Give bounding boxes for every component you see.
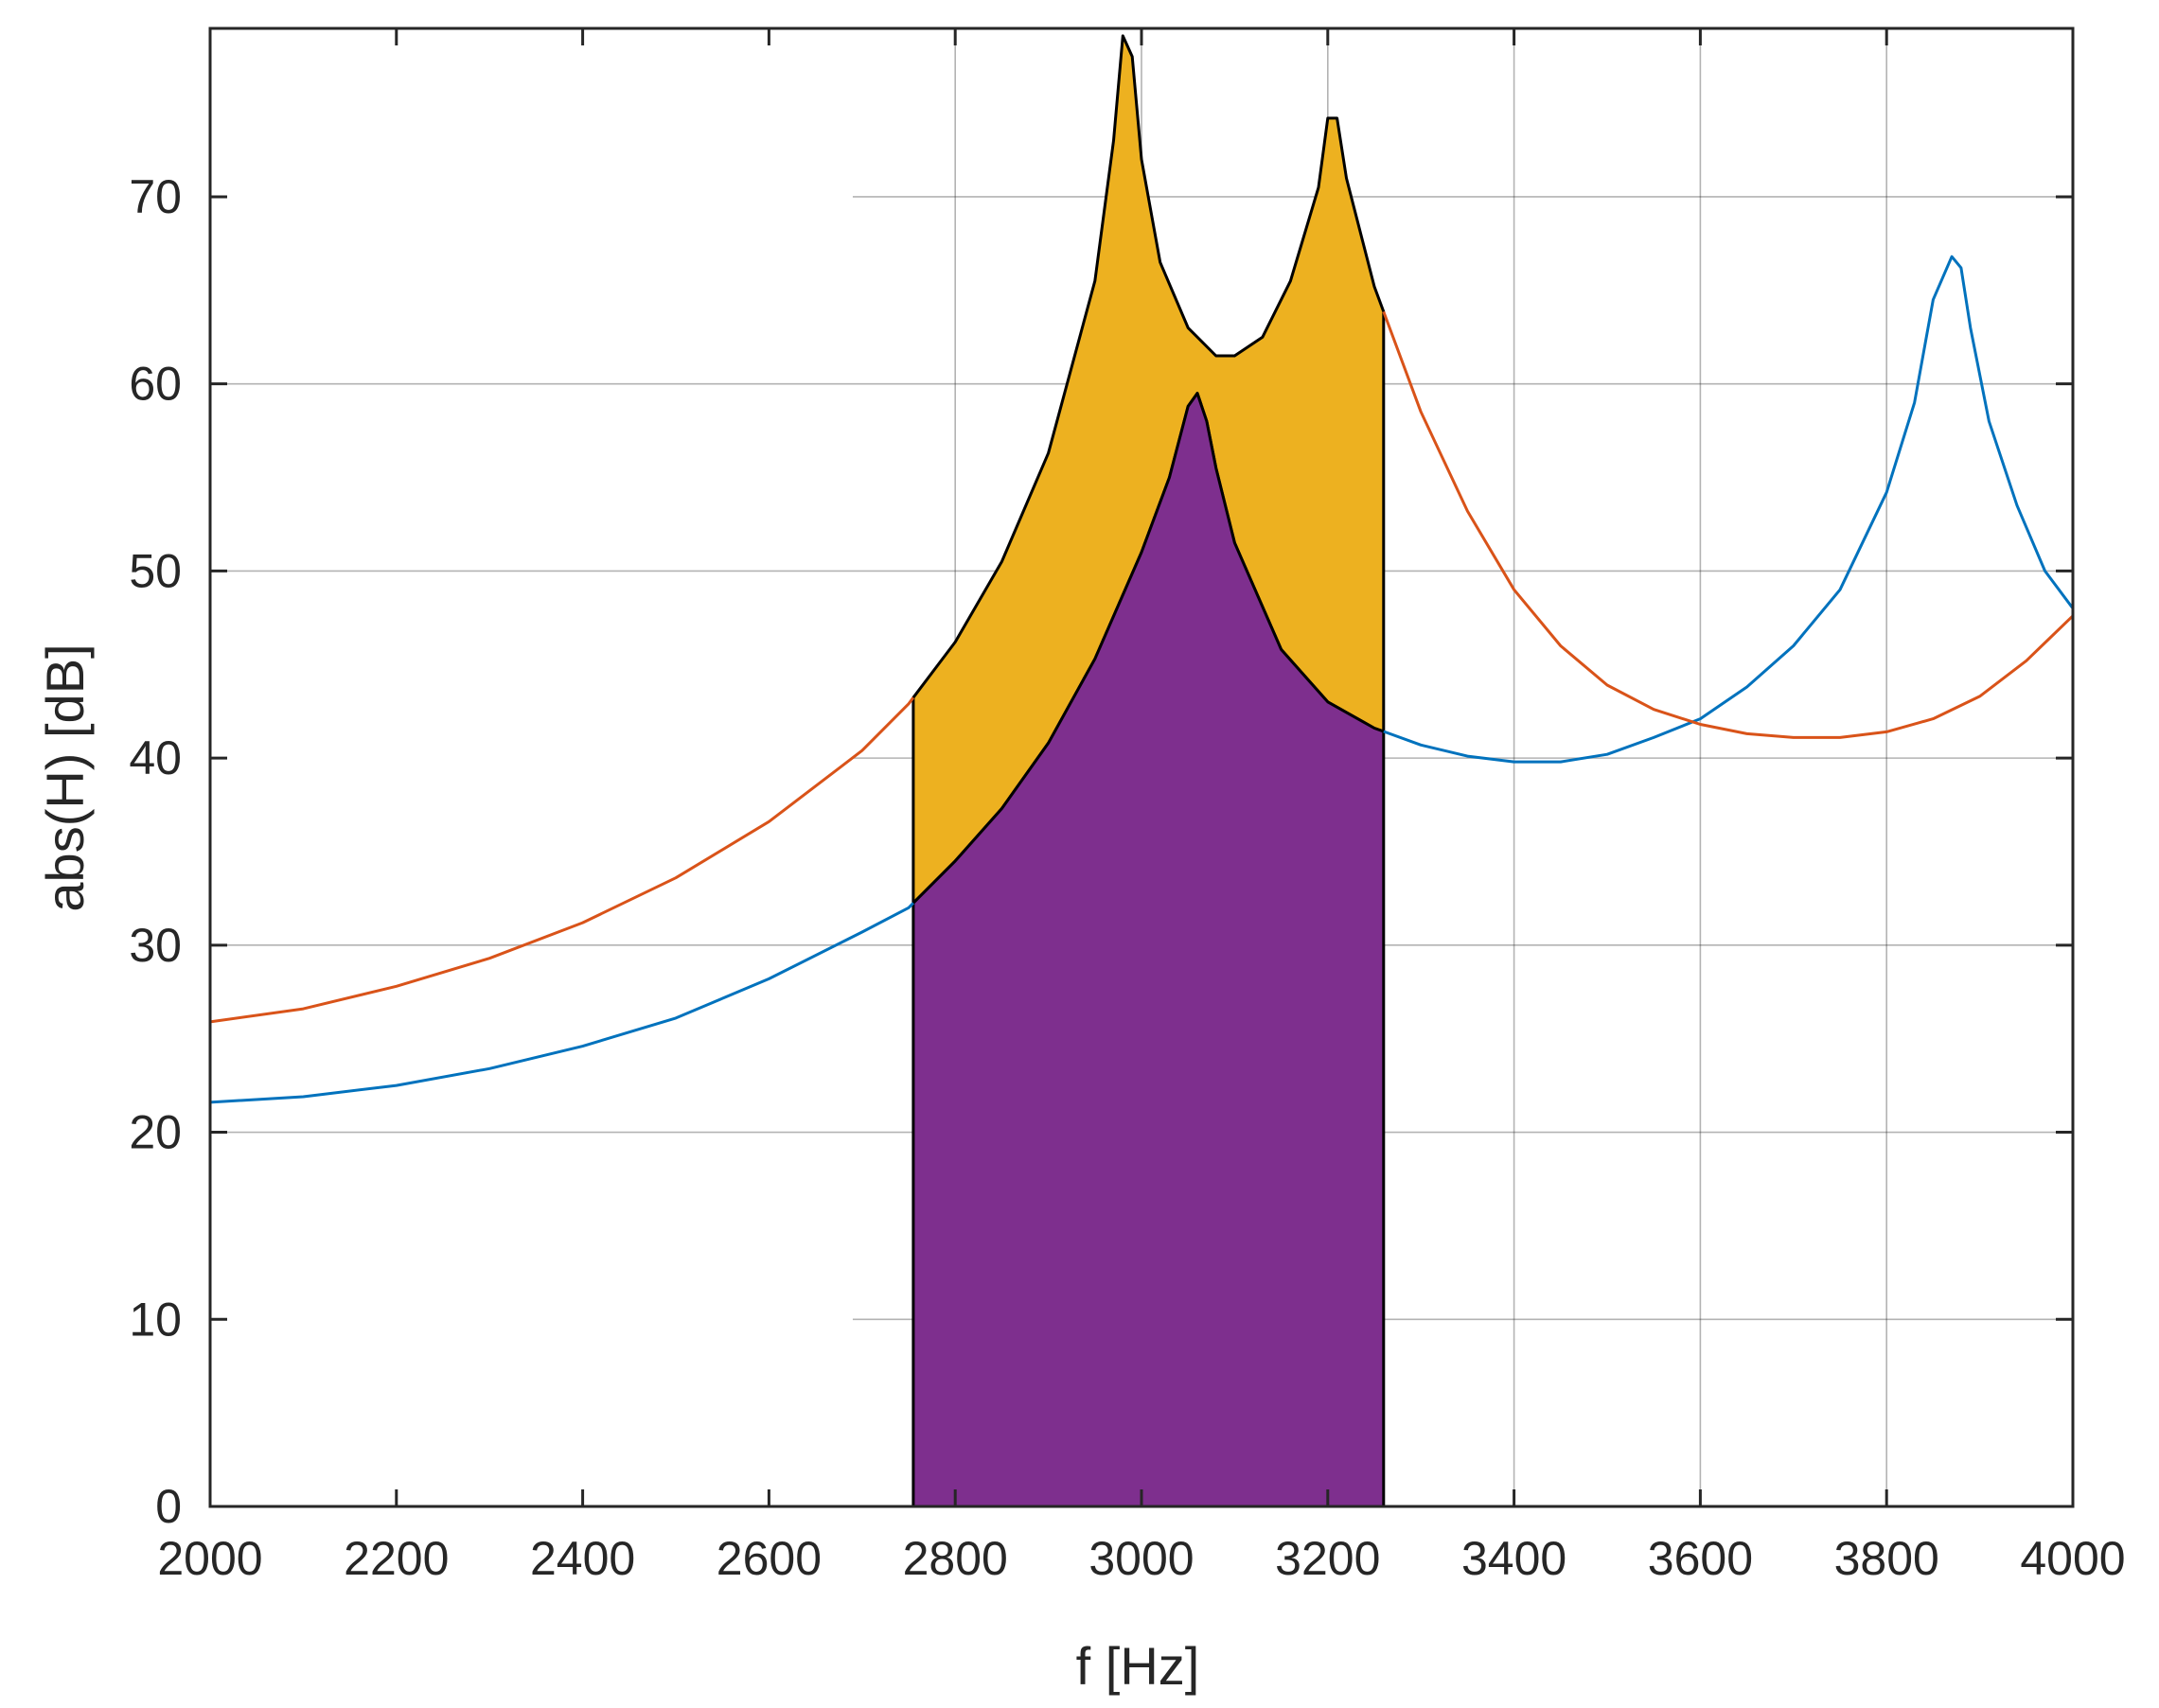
- y-tick-label: 50: [129, 544, 182, 597]
- x-tick-label: 3200: [1275, 1532, 1380, 1585]
- x-tick-label: 3400: [1461, 1532, 1566, 1585]
- x-tick-label: 2200: [344, 1532, 449, 1585]
- x-tick-label: 2600: [717, 1532, 822, 1585]
- shaded-regions: [911, 34, 1386, 1508]
- y-tick-label: 10: [129, 1293, 182, 1346]
- series-1-line-segment-1: [209, 902, 914, 1104]
- y-tick-label: 30: [129, 919, 182, 972]
- x-tick-label: 4000: [2020, 1532, 2125, 1585]
- y-tick-label: 70: [129, 170, 182, 223]
- x-tick-label: 2000: [157, 1532, 262, 1585]
- x-tick-label: 3000: [1088, 1532, 1194, 1585]
- series-2-line-segment-2: [1382, 310, 2075, 739]
- y-tick-labels: 0 10 20 30 40 50 60 70: [129, 170, 182, 1533]
- y-tick-label: 40: [129, 731, 182, 784]
- y-tick-label: 60: [129, 358, 182, 411]
- y-tick-label: 0: [155, 1480, 182, 1533]
- x-tick-label: 2400: [530, 1532, 635, 1585]
- y-axis-title: abs(H) [dB]: [35, 643, 95, 911]
- x-tick-labels: 2000 2200 2400 2600 2800 3000 3200 3400 3600 3800…: [157, 1532, 2125, 1585]
- series-lines: [209, 255, 2075, 1104]
- x-tick-label: 3600: [1648, 1532, 1753, 1585]
- x-tick-label: 2800: [903, 1532, 1008, 1585]
- series-2-line-segment-1: [209, 696, 915, 1024]
- series-1-line-segment-2: [1383, 255, 2075, 764]
- axes: [208, 26, 2075, 1508]
- x-tick-label: 3800: [1834, 1532, 1939, 1585]
- x-axis-title: f [Hz]: [1076, 1636, 1200, 1696]
- y-tick-label: 20: [129, 1106, 182, 1159]
